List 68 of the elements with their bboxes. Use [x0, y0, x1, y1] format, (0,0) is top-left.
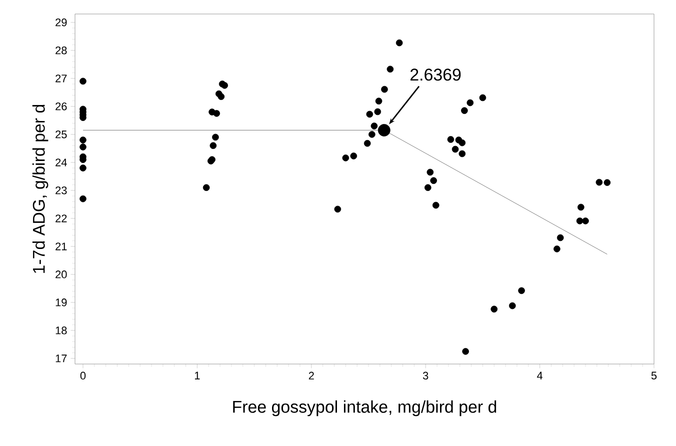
point [461, 107, 468, 114]
point [556, 234, 564, 242]
y-tick-label: 19 [56, 298, 67, 306]
point [374, 108, 382, 116]
point [350, 152, 358, 160]
x-tick-label: 3 [422, 372, 428, 380]
point [80, 136, 86, 144]
point [364, 140, 371, 147]
point [213, 110, 220, 117]
point [375, 98, 382, 104]
point [452, 146, 459, 153]
point [342, 154, 350, 162]
y-tick-label: 28 [56, 46, 67, 54]
y-tick-label: 27 [56, 74, 67, 82]
point [396, 39, 403, 46]
x-tick-label: 4 [537, 372, 543, 380]
point [381, 86, 388, 93]
point [426, 168, 434, 176]
point [604, 179, 611, 186]
point [368, 131, 376, 138]
point [80, 78, 86, 85]
point [458, 150, 466, 158]
x-tick-label: 2 [308, 372, 314, 380]
point [334, 206, 342, 213]
point [80, 144, 86, 150]
point [518, 287, 525, 294]
point [479, 94, 486, 102]
y-tick-label: 20 [56, 270, 67, 278]
y-tick-label: 26 [56, 102, 67, 110]
x-tick-label: 5 [651, 372, 657, 380]
point [490, 306, 498, 313]
point [576, 218, 584, 224]
y-tick-label: 23 [56, 186, 67, 194]
point [218, 93, 225, 100]
point [578, 204, 584, 211]
point [366, 110, 374, 118]
point [370, 122, 378, 130]
point [424, 184, 432, 191]
point [430, 177, 437, 184]
point [458, 139, 466, 146]
point [596, 178, 603, 186]
point [466, 99, 474, 106]
point [221, 82, 228, 89]
point [378, 124, 390, 136]
point [582, 218, 589, 224]
point [447, 136, 454, 143]
point [80, 195, 86, 202]
x-axis-title: Free gossypol intake, mg/bird per d [233, 400, 496, 416]
y-tick-label: 29 [56, 18, 67, 26]
y-tick-label: 25 [56, 130, 67, 138]
x-tick-label: 0 [80, 372, 86, 380]
y-tick-label: 22 [56, 214, 67, 222]
y-axis-title: 1-7d ADG, g/bird per d [32, 104, 48, 273]
point [462, 348, 469, 355]
point [432, 202, 440, 209]
point [80, 164, 86, 172]
point [210, 142, 217, 149]
point [386, 66, 394, 73]
point [554, 246, 560, 252]
point [509, 302, 516, 310]
y-tick-label: 18 [56, 326, 67, 334]
point [212, 134, 219, 141]
x-tick-label: 1 [194, 372, 200, 380]
y-tick-label: 17 [56, 354, 67, 362]
y-tick-label: 21 [56, 242, 67, 250]
point [202, 184, 210, 191]
annotation: 2.6369 [410, 68, 461, 81]
y-tick-label: 24 [56, 158, 67, 166]
